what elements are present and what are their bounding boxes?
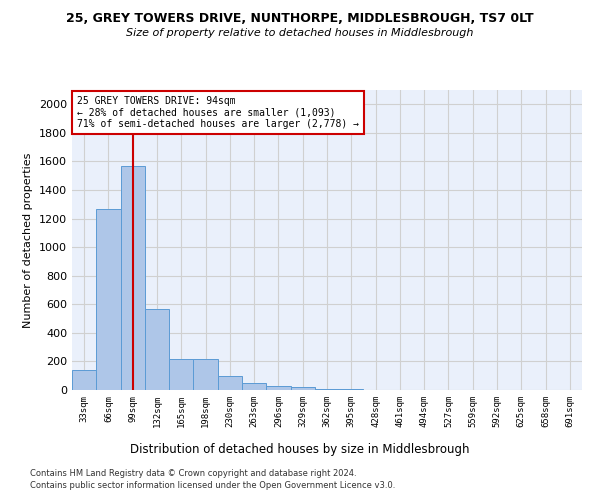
Text: 25, GREY TOWERS DRIVE, NUNTHORPE, MIDDLESBROUGH, TS7 0LT: 25, GREY TOWERS DRIVE, NUNTHORPE, MIDDLE… bbox=[66, 12, 534, 26]
Bar bbox=[169, 358, 193, 390]
Text: 25 GREY TOWERS DRIVE: 94sqm
← 28% of detached houses are smaller (1,093)
71% of : 25 GREY TOWERS DRIVE: 94sqm ← 28% of det… bbox=[77, 96, 359, 129]
Bar bbox=[145, 308, 169, 390]
Text: Size of property relative to detached houses in Middlesbrough: Size of property relative to detached ho… bbox=[127, 28, 473, 38]
Bar bbox=[266, 386, 290, 390]
Text: Distribution of detached houses by size in Middlesbrough: Distribution of detached houses by size … bbox=[130, 442, 470, 456]
Bar bbox=[72, 370, 96, 390]
Bar bbox=[290, 388, 315, 390]
Text: Contains public sector information licensed under the Open Government Licence v3: Contains public sector information licen… bbox=[30, 481, 395, 490]
Text: Contains HM Land Registry data © Crown copyright and database right 2024.: Contains HM Land Registry data © Crown c… bbox=[30, 468, 356, 477]
Bar bbox=[96, 210, 121, 390]
Bar bbox=[193, 358, 218, 390]
Bar bbox=[242, 383, 266, 390]
Bar bbox=[315, 388, 339, 390]
Y-axis label: Number of detached properties: Number of detached properties bbox=[23, 152, 34, 328]
Bar bbox=[218, 376, 242, 390]
Bar bbox=[121, 166, 145, 390]
